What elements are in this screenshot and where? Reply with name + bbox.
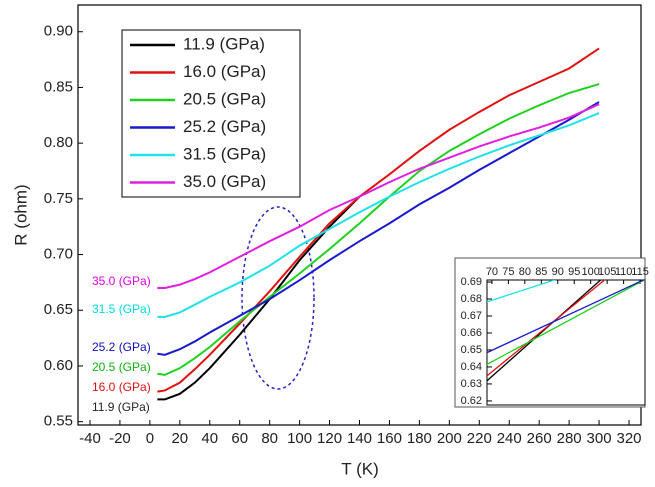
x-tick-label: -20 — [109, 430, 131, 447]
annotation: 20.5 (GPa) — [92, 360, 151, 374]
legend-label: 31.5 (GPa) — [183, 144, 266, 163]
x-tick-label: 160 — [377, 430, 402, 447]
x-axis-title: T (K) — [341, 459, 378, 478]
y-tick-label: 0.66 — [461, 327, 482, 339]
y-tick-label: 0.90 — [44, 23, 73, 40]
annotation: 11.9 (GPa) — [92, 400, 150, 414]
series-line — [157, 101, 600, 356]
x-tick-label: 300 — [587, 430, 612, 447]
y-tick-label: 0.65 — [44, 301, 73, 318]
x-tick-label: 40 — [201, 430, 218, 447]
y-tick-label: 0.67 — [461, 310, 482, 322]
x-tick-label: 140 — [347, 430, 372, 447]
x-tick-label: 90 — [552, 266, 564, 278]
x-tick-label: 260 — [527, 430, 552, 447]
y-tick-label: 0.60 — [44, 357, 73, 374]
legend-label: 35.0 (GPa) — [183, 172, 266, 191]
y-tick-label: 0.69 — [461, 276, 482, 288]
series-line — [487, 280, 602, 382]
x-tick-label: 180 — [407, 430, 432, 447]
series-line — [157, 195, 361, 401]
y-tick-label: 0.62 — [461, 395, 482, 407]
legend-label: 20.5 (GPa) — [183, 89, 266, 108]
x-tick-label: 100 — [287, 430, 312, 447]
series-line — [157, 112, 600, 318]
y-tick-label: 0.68 — [461, 293, 482, 305]
x-tick-label: -40 — [79, 430, 101, 447]
y-tick-label: 0.65 — [461, 344, 482, 356]
x-tick-label: 200 — [437, 430, 462, 447]
y-tick-label: 0.63 — [461, 378, 482, 390]
x-tick-label: 75 — [502, 266, 514, 278]
x-tick-label: 120 — [317, 430, 342, 447]
y-axis-title: R (ohm) — [11, 184, 30, 245]
x-tick-label: 110 — [615, 266, 633, 278]
x-tick-label: 100 — [582, 266, 600, 278]
x-tick-label: 85 — [535, 266, 547, 278]
legend-label: 11.9 (GPa) — [183, 34, 265, 53]
x-tick-label: 240 — [497, 430, 522, 447]
x-tick-label: 60 — [231, 430, 248, 447]
y-tick-label: 0.75 — [44, 190, 73, 207]
legend-label: 25.2 (GPa) — [183, 117, 266, 136]
annotation: 35.0 (GPa) — [92, 274, 151, 288]
highlight-ellipse — [241, 206, 315, 390]
y-tick-label: 0.64 — [461, 361, 482, 373]
x-tick-label: 80 — [261, 430, 278, 447]
plot-layer: -40 -20 0 20 40 60 80 100 120 140 160 180 200 220 240 2… — [44, 23, 649, 447]
series-line — [487, 280, 645, 366]
annotation: 31.5 (GPa) — [92, 302, 151, 316]
y-tick-label: 0.55 — [44, 413, 73, 430]
x-tick-label: 220 — [467, 430, 492, 447]
y-tick-label: 0.85 — [44, 78, 73, 95]
series-line — [487, 280, 557, 303]
x-tick-label: 20 — [171, 430, 188, 447]
x-tick-label: 280 — [557, 430, 582, 447]
inset-plot-frame — [486, 279, 646, 406]
legend-label: 16.0 (GPa) — [183, 62, 266, 81]
x-tick-label: 80 — [519, 266, 531, 278]
annotation: 25.2 (GPa) — [92, 340, 151, 354]
x-tick-label: 320 — [617, 430, 642, 447]
y-tick-label: 0.70 — [44, 246, 73, 263]
series-line — [487, 280, 645, 354]
series-line — [157, 47, 600, 393]
y-tick-label: 0.80 — [44, 134, 73, 151]
x-tick-label: 0 — [146, 430, 154, 447]
annotation: 16.0 (GPa) — [92, 380, 151, 394]
series-line — [157, 103, 600, 289]
x-tick-label: 115 — [631, 266, 649, 278]
x-tick-label: 95 — [568, 266, 580, 278]
x-tick-label: 105 — [598, 266, 616, 278]
x-tick-label: 70 — [486, 266, 498, 278]
series-line — [157, 83, 600, 376]
series-line — [487, 280, 606, 377]
legend-box — [121, 29, 301, 198]
